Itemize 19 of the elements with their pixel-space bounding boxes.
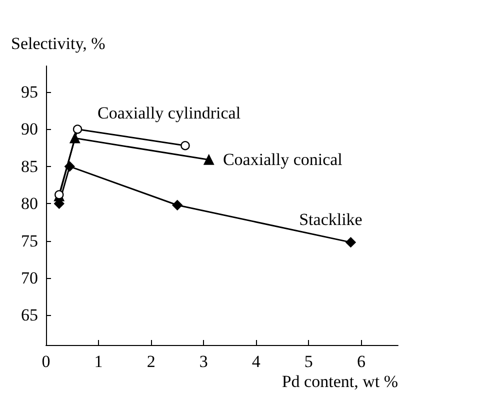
- y-tick-label: 75: [21, 231, 38, 250]
- y-tick-label: 65: [21, 306, 38, 325]
- x-tick-label: 0: [42, 352, 50, 371]
- series-label: Coaxially conical: [222, 150, 343, 170]
- y-tick-label: 85: [21, 156, 38, 176]
- y-axis-title: Selectivity, %: [11, 34, 106, 53]
- x-tick-label: 5: [304, 352, 313, 371]
- y-tick-label: 95: [21, 82, 38, 102]
- x-tick-label: 4: [252, 352, 261, 371]
- x-tick-label: 1: [94, 352, 103, 371]
- y-tick-label: 70: [21, 268, 38, 288]
- x-tick-label: 6: [356, 352, 366, 371]
- series-label: Stacklike: [299, 210, 362, 230]
- y-tick-label: 80: [21, 194, 38, 214]
- x-tick-label: 2: [146, 352, 156, 371]
- y-tick-label: 90: [21, 120, 38, 139]
- x-tick-label: 3: [199, 352, 208, 371]
- x-axis-title: Pd content, wt %: [282, 372, 398, 391]
- series-label: Coaxially cylindrical: [98, 104, 241, 123]
